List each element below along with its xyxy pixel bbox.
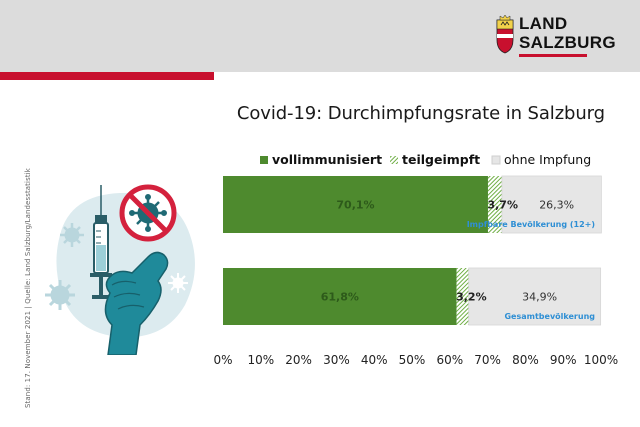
value-label-0-0: 70,1% [336,199,374,212]
chart-legend: vollimmunisiert teilgeimpft ohne Impfung [260,152,591,167]
logo-line-1: LAND [519,14,568,33]
legend-swatch-1 [390,156,398,164]
value-label-1-0: 61,8% [321,291,359,304]
bar-0-0 [223,176,488,233]
x-tick-label-6: 60% [436,353,463,367]
accent-bar [0,72,214,80]
legend-swatch-0 [260,156,268,164]
x-tick-label-9: 90% [550,353,577,367]
crest-icon [496,14,514,54]
legend-label-0: vollimmunisiert [272,152,382,167]
legend-swatch-2 [491,155,501,165]
source-note: Stand: 17. November 2021 | Quelle: Land … [24,168,32,408]
x-tick-label-7: 70% [474,353,501,367]
category-label-0: Impfbare Bevölkerung (12+) [467,220,595,229]
value-label-1-1: 3,2% [456,291,487,304]
x-tick-label-10: 100% [584,353,618,367]
logo-line-2: SALZBURG [519,33,616,52]
value-label-1-2: 34,9% [522,291,557,304]
x-tick-label-0: 0% [213,353,232,367]
virus-prohibited-icon [119,184,177,242]
x-tick-label-3: 30% [323,353,350,367]
syringe-icon [90,185,112,299]
legend-label-2: ohne Impfung [504,152,591,167]
x-tick-label-5: 50% [399,353,426,367]
bar-1-1 [456,268,469,325]
value-label-0-2: 26,3% [539,199,574,212]
bar-0-2 [501,175,602,234]
chart-bars: 70,1% 3,7% 26,3% Impfbare Bevölkerung (12+)… [223,175,602,326]
vaccination-rate-chart: vollimmunisiert teilgeimpft ohne Impfung 7… [213,152,618,367]
land-salzburg-logo: LAND SALZBURG [496,14,616,58]
bar-0-1 [487,176,502,233]
logo-wordmark: LAND SALZBURG [519,14,616,52]
category-label-1: Gesamtbevölkerung [504,312,595,321]
logo-underline [519,54,587,57]
x-tick-label-4: 40% [361,353,388,367]
x-axis: 0% 10% 20% 30% 40% 50% 60% 70% 80% 90% 100% [213,353,618,367]
chart-title: Covid-19: Durchimpfungsrate in Salzburg [236,103,605,124]
legend-label-1: teilgeimpft [402,152,480,167]
bar-1-2 [468,267,602,326]
bar-1-0 [223,268,457,325]
x-tick-label-8: 80% [512,353,539,367]
x-tick-label-1: 10% [247,353,274,367]
virus-icon [60,223,84,247]
x-tick-label-2: 20% [285,353,312,367]
vaccination-illustration [45,184,195,355]
hand-icon [104,251,169,355]
header-band [0,0,640,72]
value-label-0-1: 3,7% [487,199,518,212]
